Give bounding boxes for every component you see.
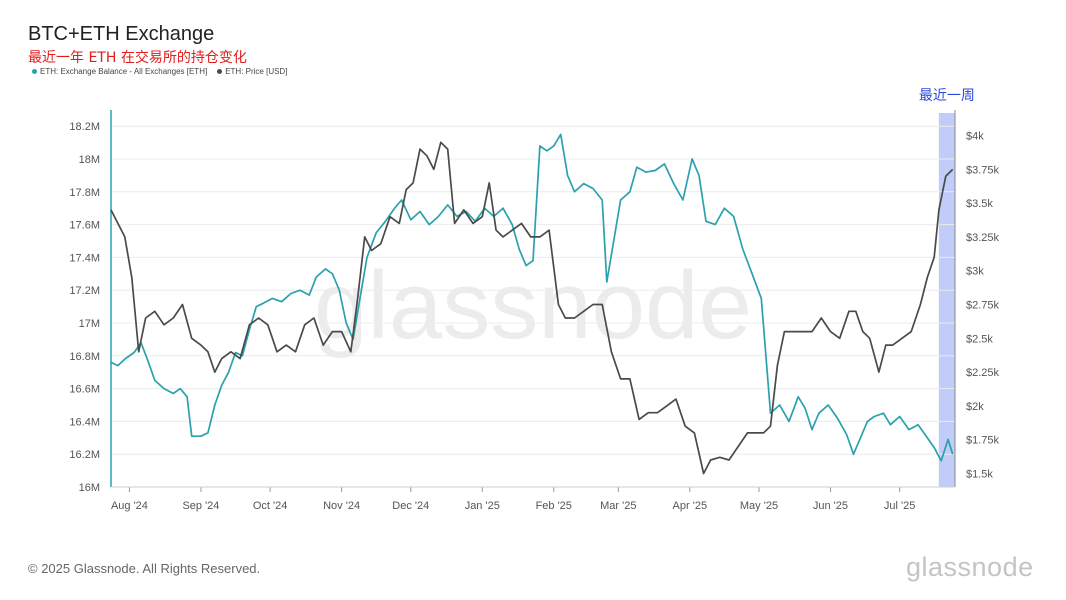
legend-label-price: ETH: Price [USD]	[225, 67, 288, 76]
chart-title: BTC+ETH Exchange	[28, 23, 215, 45]
y-right-tick-label: $2.25k	[966, 367, 1000, 379]
brand-logo: glassnode	[906, 552, 1034, 582]
y-left-tick-label: 17.2M	[69, 285, 100, 297]
legend-label-balance: ETH: Exchange Balance - All Exchanges [E…	[40, 67, 208, 76]
y-left-tick-label: 17.8M	[69, 187, 100, 199]
chart-subtitle: 最近一年 ETH 在交易所的持仓变化	[28, 50, 247, 66]
y-right-tick-label: $2k	[966, 401, 984, 413]
y-right-tick-label: $3k	[966, 266, 984, 278]
series-line-eth-price	[110, 141, 954, 475]
x-tick-label: Dec '24	[392, 500, 429, 512]
x-tick-label: Nov '24	[323, 500, 360, 512]
x-tick-label: Oct '24	[253, 500, 288, 512]
series-line-exchange-balance	[110, 133, 954, 462]
y-right-tick-label: $1.5k	[966, 468, 993, 480]
x-tick-label: Feb '25	[536, 500, 572, 512]
y-right-tick-label: $4k	[966, 131, 984, 143]
x-tick-label: Jul '25	[884, 500, 915, 512]
y-left-tick-label: 16.6M	[69, 384, 100, 396]
y-left-tick-label: 17.6M	[69, 220, 100, 232]
y-right-tick-label: $2.5k	[966, 333, 993, 345]
x-tick-label: May '25	[740, 500, 778, 512]
legend-dot-price	[217, 69, 223, 74]
x-tick-label: Apr '25	[673, 500, 708, 512]
x-tick-label: Aug '24	[111, 500, 148, 512]
legend-item-balance[interactable]: ETH: Exchange Balance - All Exchanges [E…	[32, 67, 207, 76]
x-tick-label: Jun '25	[813, 500, 848, 512]
x-tick-label: Mar '25	[600, 500, 636, 512]
y-left-tick-label: 17.4M	[69, 252, 100, 264]
y-left-tick-label: 18.2M	[69, 121, 100, 133]
x-tick-label: Jan '25	[465, 500, 500, 512]
highlight-annotation: 最近一周	[919, 88, 975, 104]
y-right-tick-label: $2.75k	[966, 300, 1000, 312]
y-left-tick-label: 16.4M	[69, 416, 100, 428]
legend-dot-balance	[32, 69, 37, 74]
y-right-tick-label: $3.5k	[966, 198, 993, 210]
y-left-tick-label: 16.2M	[69, 449, 100, 461]
highlight-band	[938, 113, 955, 487]
chart-legend: ETH: Exchange Balance - All Exchanges [E…	[32, 67, 287, 76]
y-right-tick-label: $3.25k	[966, 232, 1000, 244]
y-left-tick-label: 16M	[79, 482, 100, 494]
y-left-tick-label: 16.8M	[69, 351, 100, 363]
y-left-tick-label: 18M	[79, 154, 100, 166]
x-tick-label: Sep '24	[182, 500, 219, 512]
copyright-text: © 2025 Glassnode. All Rights Reserved.	[28, 561, 261, 576]
y-left-tick-label: 17M	[79, 318, 100, 330]
y-right-tick-label: $3.75k	[966, 164, 1000, 176]
legend-item-price[interactable]: ETH: Price [USD]	[217, 67, 287, 76]
y-right-tick-label: $1.75k	[966, 435, 1000, 447]
watermark-text: glassnode	[314, 252, 752, 359]
